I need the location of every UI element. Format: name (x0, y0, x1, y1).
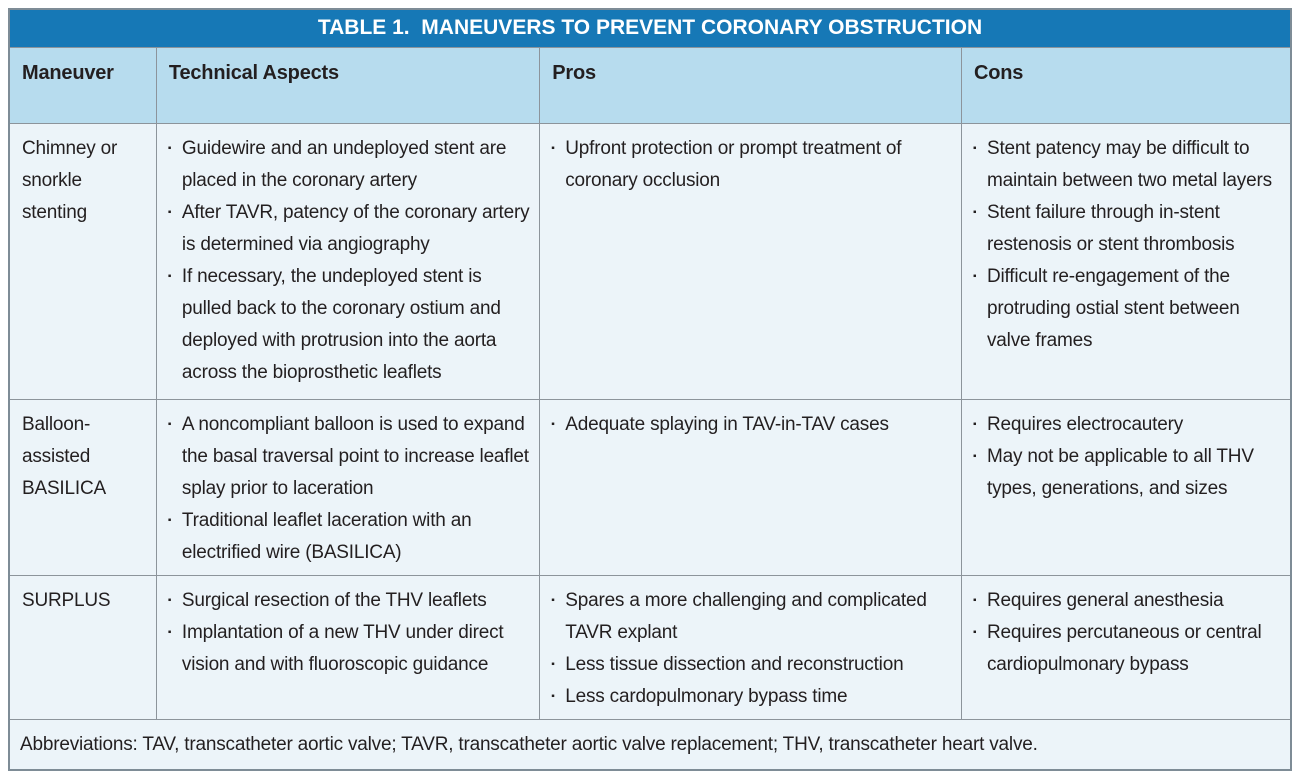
column-header-technical-aspects: Technical Aspects (155, 46, 541, 124)
bullet-item: ▪ Surgical resection of the THV leaflets (167, 585, 531, 617)
bullet-item: ▪ Less cardopulmonary bypass time (550, 681, 953, 713)
bullet-text: Requires electrocautery (987, 413, 1184, 435)
bullet-item: ▪ May not be applicable to all THV types,… (972, 441, 1282, 505)
bullet-icon: ▪ (551, 690, 555, 702)
bullet-icon: ▪ (973, 594, 977, 606)
cons-cell: ▪ Stent patency may be difficult to maint… (961, 122, 1292, 400)
bullet-text: Implantation of a new THV under direct v… (181, 621, 504, 675)
bullet-item: ▪ Less tissue dissection and reconstructi… (550, 649, 953, 681)
maneuver-cell: Chimney or snorkle stenting (8, 122, 157, 400)
bullet-icon: ▪ (167, 514, 172, 526)
bullet-icon: ▪ (973, 270, 977, 282)
bullet-item: ▪ Spares a more challenging and compli­ca… (550, 585, 953, 649)
column-header-maneuver: Maneuver (8, 46, 157, 124)
bullet-text: Upfront protection or prompt treatment o… (565, 137, 902, 191)
maneuvers-table: TABLE 1. MANEUVERS TO PREVENT CORONARY O… (8, 8, 1292, 771)
bullet-text: Requires general anesthesia (987, 589, 1224, 611)
bullet-icon: ▪ (167, 142, 172, 154)
bullet-text: Spares a more challenging and compli­cat… (565, 589, 927, 643)
bullet-text: Less tissue dissection and reconstructio… (565, 653, 904, 675)
bullet-text: If necessary, the undeployed stent is pu… (181, 265, 501, 383)
bullet-text: Adequate splaying in TAV-in-TAV cases (565, 413, 889, 435)
bullet-item: ▪ Traditional leaflet laceration with an … (167, 505, 531, 569)
bullet-text: Surgical resection of the THV leaflets (181, 589, 487, 611)
bullet-item: ▪ If necessary, the undeployed stent is p… (167, 261, 531, 389)
bullet-item: ▪ A noncompliant balloon is used to expan… (167, 409, 531, 505)
bullet-item: ▪ Requires electrocautery (972, 409, 1282, 441)
bullet-item: ▪ Requires general anesthesia (972, 585, 1282, 617)
table-row: Balloon-assisted BASILICA ▪ A noncompliant… (8, 398, 1292, 576)
maneuver-cell: SURPLUS (8, 574, 157, 720)
bullet-icon: ▪ (973, 626, 977, 638)
abbreviations-note: Abbreviations: TAV, transcatheter aortic… (8, 718, 1292, 771)
bullet-text: Stent patency may be difficult to mainta… (987, 137, 1272, 191)
bullet-icon: ▪ (167, 626, 172, 638)
bullet-icon: ▪ (973, 206, 977, 218)
bullet-icon: ▪ (551, 142, 555, 154)
pros-cell: ▪ Spares a more challenging and compli­ca… (539, 574, 962, 720)
bullet-text: A noncompliant balloon is used to expand… (181, 413, 529, 499)
cons-cell: ▪ Requires electrocautery ▪ May not be appl… (961, 398, 1292, 576)
bullet-text: Requires percutaneous or central cardiop… (987, 621, 1262, 675)
table-title: TABLE 1. MANEUVERS TO PREVENT CORONARY O… (8, 8, 1292, 48)
bullet-item: ▪ Upfront protection or prompt treatment … (550, 133, 953, 197)
pros-cell: ▪ Upfront protection or prompt treatment … (539, 122, 962, 400)
bullet-text: Difficult re-engagement of the protrudin… (987, 265, 1240, 351)
bullet-item: ▪ Stent patency may be difficult to maint… (972, 133, 1282, 197)
bullet-item: ▪ Implantation of a new THV under direct … (167, 617, 531, 681)
bullet-item: ▪ After TAVR, patency of the coronary art… (167, 197, 531, 261)
bullet-icon: ▪ (167, 594, 172, 606)
bullet-text: May not be applicable to all THV types, … (987, 445, 1254, 499)
table-row: Chimney or snorkle stenting ▪ Guidewire an… (8, 122, 1292, 400)
bullet-text: Less cardopulmonary bypass time (565, 685, 848, 707)
column-header-cons: Cons (961, 46, 1292, 124)
bullet-icon: ▪ (167, 270, 172, 282)
bullet-text: Guidewire and an undeployed stent are pl… (181, 137, 507, 191)
bullet-icon: ▪ (973, 142, 977, 154)
table-row: SURPLUS ▪ Surgical resection of the THV le… (8, 574, 1292, 720)
bullet-item: ▪ Requires percutaneous or central cardio… (972, 617, 1282, 681)
table-title-row: TABLE 1. MANEUVERS TO PREVENT CORONARY O… (8, 8, 1292, 48)
bullet-item: ▪ Difficult re-engagement of the protrudi… (972, 261, 1282, 357)
bullet-icon: ▪ (551, 594, 555, 606)
bullet-icon: ▪ (167, 418, 172, 430)
bullet-item: ▪ Adequate splaying in TAV-in-TAV cases (550, 409, 953, 441)
column-header-pros: Pros (539, 46, 962, 124)
pros-cell: ▪ Adequate splaying in TAV-in-TAV cases (539, 398, 962, 576)
bullet-icon: ▪ (551, 418, 555, 430)
bullet-text: Traditional leaflet laceration with an e… (181, 509, 472, 563)
bullet-item: ▪ Guidewire and an undeployed stent are p… (167, 133, 531, 197)
bullet-icon: ▪ (551, 658, 555, 670)
technical-aspects-cell: ▪ Surgical resection of the THV leaflets ▪… (155, 574, 541, 720)
bullet-text: After TAVR, patency of the coronary arte… (181, 201, 530, 255)
footnote-row: Abbreviations: TAV, transcatheter aortic… (8, 718, 1292, 771)
table-header-row: Maneuver Technical Aspects Pros Cons (8, 46, 1292, 124)
technical-aspects-cell: ▪ Guidewire and an undeployed stent are p… (155, 122, 541, 400)
cons-cell: ▪ Requires general anesthesia ▪ Requires pe… (961, 574, 1292, 720)
bullet-text: Stent failure through in-stent restenosi… (987, 201, 1235, 255)
bullet-icon: ▪ (167, 206, 172, 218)
bullet-item: ▪ Stent failure through in-stent restenos… (972, 197, 1282, 261)
maneuver-cell: Balloon-assisted BASILICA (8, 398, 157, 576)
bullet-icon: ▪ (973, 450, 977, 462)
bullet-icon: ▪ (973, 418, 977, 430)
technical-aspects-cell: ▪ A noncompliant balloon is used to expan… (155, 398, 541, 576)
